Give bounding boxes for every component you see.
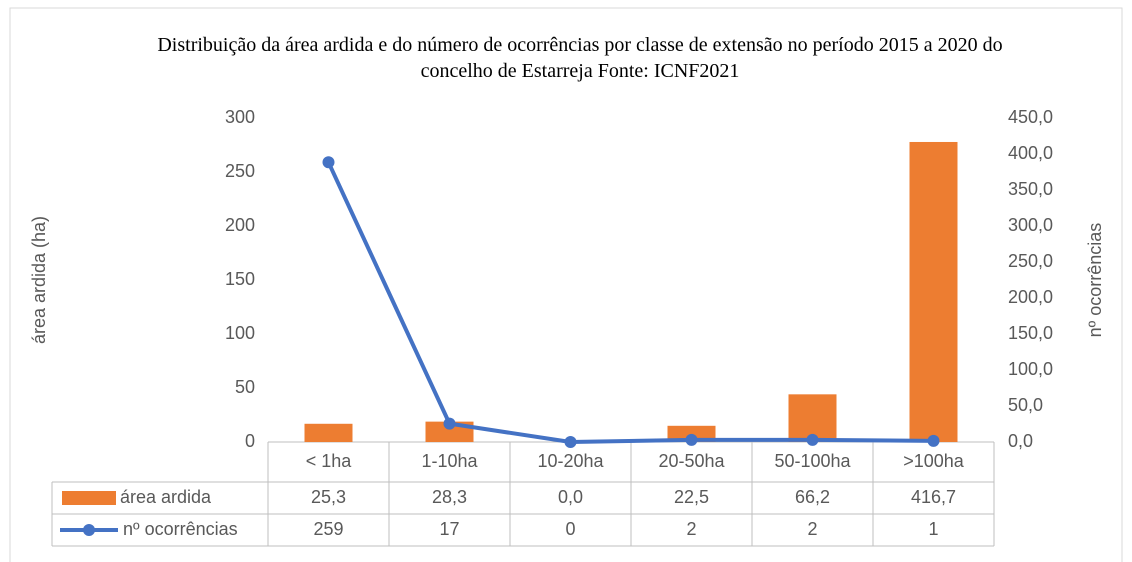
y-tick-label: 250 [225,161,255,181]
y2-tick-label: 150,0 [1008,323,1053,343]
line-marker [685,433,698,446]
y-tick-label: 150 [225,269,255,289]
line-marker [927,434,940,447]
y2-tick-label: 100,0 [1008,359,1053,379]
legend-label: área ardida [120,487,212,507]
x-tick-label: < 1ha [306,451,353,471]
x-tick-label: >100ha [903,451,965,471]
line-marker [443,417,456,430]
y2-tick-label: 0,0 [1008,431,1033,451]
y-axis-title: área ardida (ha) [29,216,49,344]
x-tick-label: 50-100ha [774,451,851,471]
x-tick-label: 10-20ha [537,451,604,471]
table-value: 25,3 [311,487,346,507]
bar [304,423,353,442]
table-value: 22,5 [674,487,709,507]
table-value: 1 [928,519,938,539]
y-tick-label: 100 [225,323,255,343]
line-marker [564,436,577,448]
chart-title: Distribuição da área ardida e do número … [157,34,1003,82]
table-value: 28,3 [432,487,467,507]
y-tick-label: 300 [225,107,255,127]
y2-tick-label: 300,0 [1008,215,1053,235]
chart-border [9,7,1123,562]
y2-tick-label: 400,0 [1008,143,1053,163]
legend-label: nº ocorrências [123,519,238,539]
table-value: 17 [439,519,459,539]
table-value: 416,7 [911,487,956,507]
table-value: 66,2 [795,487,830,507]
y2-axis-title: nº ocorrências [1085,223,1105,338]
legend-swatch [83,524,95,536]
y2-tick-label: 450,0 [1008,107,1053,127]
table-value: 259 [313,519,343,539]
line-marker [806,433,819,446]
table-value: 2 [807,519,817,539]
y2-tick-label: 200,0 [1008,287,1053,307]
y2-tick-label: 50,0 [1008,395,1043,415]
y2-tick-label: 350,0 [1008,179,1053,199]
bar [909,141,958,442]
line-marker [322,156,335,169]
x-tick-label: 1-10ha [421,451,478,471]
x-tick-label: 20-50ha [658,451,725,471]
legend-swatch [62,491,116,505]
y-tick-label: 200 [225,215,255,235]
y-tick-label: 0 [245,431,255,451]
y-tick-label: 50 [235,377,255,397]
y2-tick-label: 250,0 [1008,251,1053,271]
table-value: 2 [686,519,696,539]
line [326,161,934,444]
table-value: 0,0 [558,487,583,507]
table-value: 0 [565,519,575,539]
